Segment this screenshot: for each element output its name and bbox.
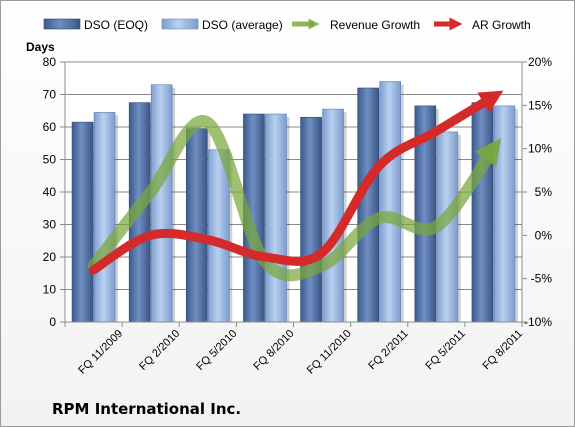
left-axis-ticks: 0 10 20 30 40 50 60 70 80	[43, 55, 65, 329]
left-tick-label: 60	[43, 120, 57, 134]
legend-item-dso-eoq: DSO (EOQ)	[43, 18, 148, 32]
right-tick-label: 0%	[535, 228, 553, 242]
bar-dso-average	[493, 105, 516, 323]
y-axis-title: Days	[26, 40, 55, 54]
bar-dso-eoq	[471, 102, 494, 323]
legend-label-dso-eoq: DSO (EOQ)	[84, 18, 148, 32]
left-tick-label: 80	[43, 55, 57, 69]
left-tick-label: 0	[49, 315, 56, 329]
left-tick-label: 50	[43, 153, 57, 167]
company-name: RPM International Inc.	[52, 400, 241, 418]
legend-swatch-dso-eoq	[43, 18, 81, 30]
line-ar-growth	[89, 90, 504, 275]
bar-dso-eoq	[71, 121, 94, 323]
growth-lines	[87, 90, 504, 282]
legend-swatch-dso-average	[161, 18, 199, 30]
bar-dso-average	[150, 84, 173, 323]
bar-dso-average	[208, 149, 230, 323]
legend-item-ar-growth: AR Growth	[434, 17, 531, 32]
bars	[71, 81, 518, 323]
right-tick-label: -5%	[531, 272, 553, 286]
right-tick-label: -10%	[524, 315, 552, 329]
bar-dso-average	[322, 108, 344, 323]
right-tick-label: 10%	[528, 142, 552, 156]
right-tick-label: 15%	[528, 98, 552, 112]
left-tick-label: 40	[43, 185, 57, 199]
left-tick-label: 70	[43, 88, 57, 102]
legend-label-dso-average: DSO (average)	[202, 18, 283, 32]
left-tick-label: 10	[43, 283, 57, 297]
left-tick-label: 30	[43, 218, 57, 232]
bar-dso-average	[93, 112, 116, 323]
right-tick-label: 20%	[528, 55, 552, 69]
legend-item-revenue-growth: Revenue Growth	[292, 18, 420, 32]
legend: DSO (EOQ) DSO (average) Revenue Growth A…	[43, 17, 531, 32]
left-tick-label: 20	[43, 250, 57, 264]
legend-item-dso-average: DSO (average)	[161, 18, 283, 32]
right-axis-ticks: -10% -5% 0% 5% 10% 15% 20%	[522, 55, 552, 329]
right-tick-label: 5%	[535, 185, 553, 199]
legend-label-ar-growth: AR Growth	[472, 18, 531, 32]
legend-label-revenue-growth: Revenue Growth	[330, 18, 420, 32]
line-revenue-growth	[87, 115, 502, 282]
bar-dso-average	[379, 81, 401, 323]
bar-dso-eoq	[357, 87, 379, 323]
bar-dso-average	[265, 113, 287, 323]
bar-dso-eoq	[300, 116, 322, 323]
bar-dso-eoq	[186, 128, 208, 323]
